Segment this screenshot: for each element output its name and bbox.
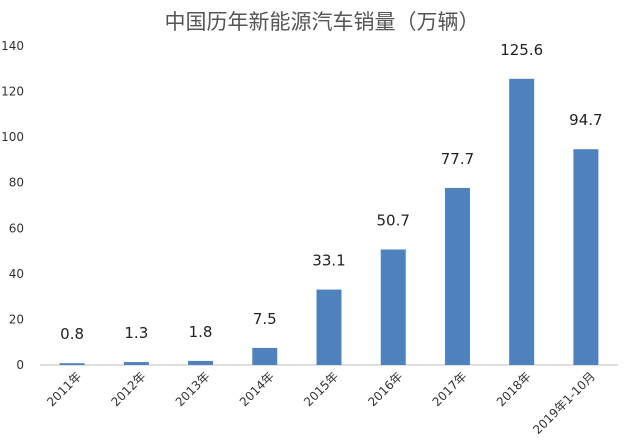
x-tick-label: 2011年	[44, 369, 84, 409]
bar	[316, 289, 342, 365]
x-tick-label: 2016年	[365, 369, 405, 409]
y-tick-label: 120	[1, 85, 24, 99]
bar	[573, 149, 599, 365]
y-tick-label: 20	[9, 312, 24, 326]
x-tick-label: 2013年	[173, 369, 213, 409]
data-label: 94.7	[569, 111, 602, 129]
y-tick-label: 60	[9, 221, 24, 235]
y-tick-label: 40	[9, 267, 24, 281]
y-tick-label: 100	[1, 130, 24, 144]
data-label: 125.6	[500, 41, 543, 59]
x-tick-label: 2015年	[301, 369, 341, 409]
bar	[380, 249, 406, 365]
data-label: 77.7	[441, 150, 474, 168]
y-tick-label: 0	[16, 358, 24, 372]
data-label: 1.3	[124, 324, 148, 342]
data-label: 1.8	[189, 323, 213, 341]
bar	[188, 360, 214, 365]
data-label: 7.5	[253, 310, 277, 328]
y-tick-label: 80	[9, 176, 24, 190]
x-axis: 2011年 2012年 2013年 2014年 2015年 2016年 2017年 2018年…	[44, 369, 598, 437]
y-axis: 0 20 40 60 80 100 120 140	[1, 39, 24, 372]
bars	[59, 78, 599, 365]
x-tick-label: 2019年1-10月	[530, 369, 598, 437]
chart-title: 中国历年新能源汽车销量（万辆）	[165, 10, 480, 34]
x-tick-label: 2014年	[237, 369, 277, 409]
bar	[59, 363, 85, 365]
data-label: 0.8	[60, 325, 84, 343]
x-tick-label: 2017年	[430, 369, 470, 409]
x-tick-label: 2018年	[494, 369, 534, 409]
bar	[252, 347, 278, 365]
bar	[509, 78, 535, 365]
x-tick-label: 2012年	[108, 369, 148, 409]
bar	[123, 362, 149, 365]
data-label: 50.7	[377, 211, 410, 229]
bar	[444, 187, 470, 365]
data-label: 33.1	[312, 252, 345, 270]
data-labels: 0.8 1.3 1.8 7.5 33.1 50.7 77.7 125.6 94.7	[60, 41, 602, 343]
y-tick-label: 140	[1, 39, 24, 53]
